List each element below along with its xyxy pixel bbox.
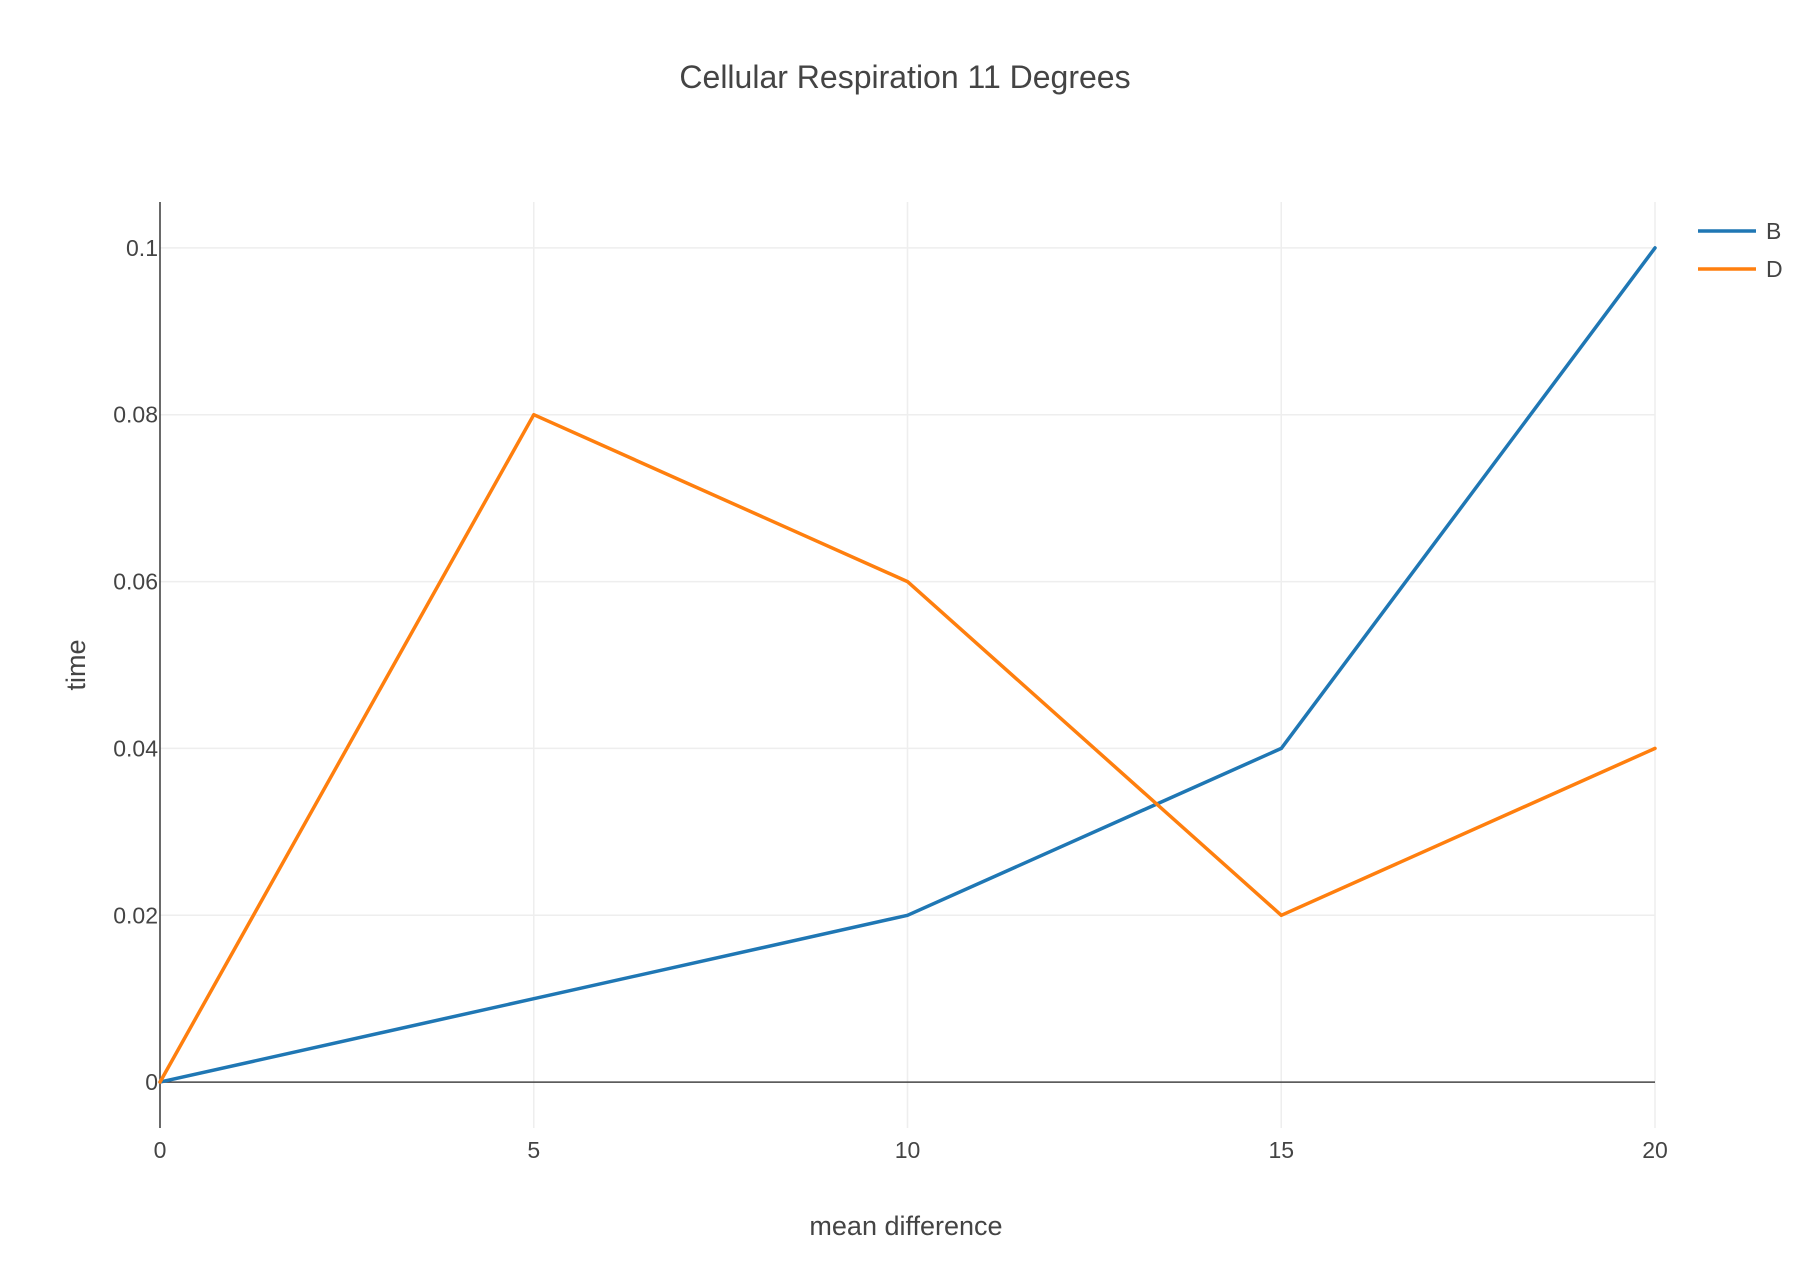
y-tick-label: 0.04	[113, 735, 158, 761]
legend-label-D: D	[1766, 256, 1783, 282]
legend-label-B: B	[1766, 218, 1781, 244]
x-tick-label: 10	[895, 1137, 921, 1163]
legend: BD	[1698, 218, 1783, 282]
x-tick-label: 15	[1268, 1137, 1294, 1163]
y-axis-title: time	[61, 639, 91, 690]
tick-labels: 0 5 10 15 20 0 0.02 0.04 0.06 0.08 0.1	[113, 235, 1668, 1163]
y-tick-label: 0.1	[126, 235, 158, 261]
series-line-B	[158, 246, 1657, 1084]
y-tick-label: 0	[145, 1069, 158, 1095]
series-lines	[158, 246, 1657, 1084]
x-tick-label: 20	[1642, 1137, 1668, 1163]
axes	[159, 202, 1655, 1128]
chart-title: Cellular Respiration 11 Degrees	[679, 59, 1130, 95]
y-tick-label: 0.02	[113, 902, 158, 928]
x-tick-label: 5	[527, 1137, 540, 1163]
y-tick-label: 0.06	[113, 569, 158, 595]
x-tick-label: 0	[154, 1137, 167, 1163]
x-axis-title: mean difference	[809, 1211, 1002, 1241]
y-tick-label: 0.08	[113, 402, 158, 428]
grid-lines	[160, 202, 1656, 1128]
series-line-D	[158, 412, 1657, 1084]
